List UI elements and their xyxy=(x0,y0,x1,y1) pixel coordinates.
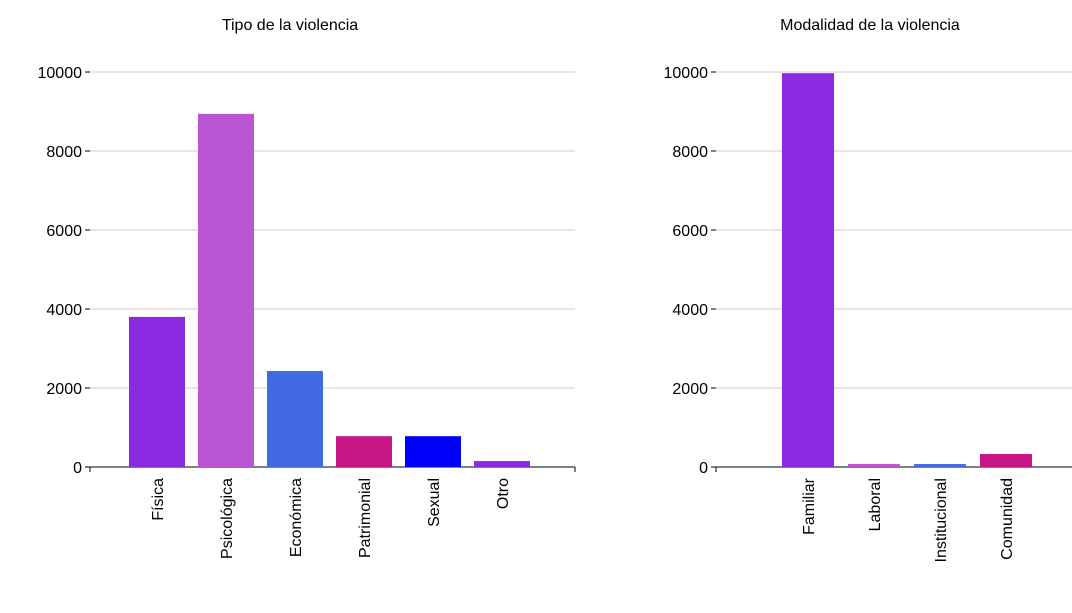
bar xyxy=(405,436,461,467)
bar xyxy=(782,73,834,467)
bar xyxy=(198,113,254,468)
y-tick-label: 4000 xyxy=(46,302,82,319)
chart-title: Modalidad de la violencia xyxy=(780,17,960,34)
y-tick-label: 10000 xyxy=(38,65,83,82)
x-tick-label: Familiar xyxy=(801,477,818,535)
y-tick-label: 8000 xyxy=(672,144,708,161)
x-tick-label: Física xyxy=(150,478,167,521)
y-tick-label: 0 xyxy=(699,460,708,477)
y-tick-label: 0 xyxy=(73,460,82,477)
x-tick-label: Laboral xyxy=(867,478,884,531)
y-tick-label: 6000 xyxy=(46,223,82,240)
bar xyxy=(980,453,1032,467)
bar xyxy=(336,436,392,467)
y-tick-label: 2000 xyxy=(672,381,708,398)
bar xyxy=(474,461,530,467)
x-tick-label: Psicológica xyxy=(219,478,236,559)
x-tick-label: Sexual xyxy=(426,478,443,527)
x-tick-label: Institucional xyxy=(933,478,950,563)
bar xyxy=(129,316,185,467)
y-tick-label: 4000 xyxy=(672,302,708,319)
x-tick-label: Económica xyxy=(288,478,305,557)
y-tick-label: 8000 xyxy=(46,144,82,161)
y-tick-label: 6000 xyxy=(672,223,708,240)
bar xyxy=(914,464,966,467)
x-tick-label: Patrimonial xyxy=(357,478,374,558)
bar xyxy=(267,371,323,467)
chart-title: Tipo de la violencia xyxy=(222,17,358,34)
x-tick-label: Otro xyxy=(495,478,512,509)
y-tick-label: 10000 xyxy=(664,65,709,82)
bar xyxy=(848,464,900,467)
y-tick-label: 2000 xyxy=(46,381,82,398)
x-tick-label: Comunidad xyxy=(999,478,1016,560)
